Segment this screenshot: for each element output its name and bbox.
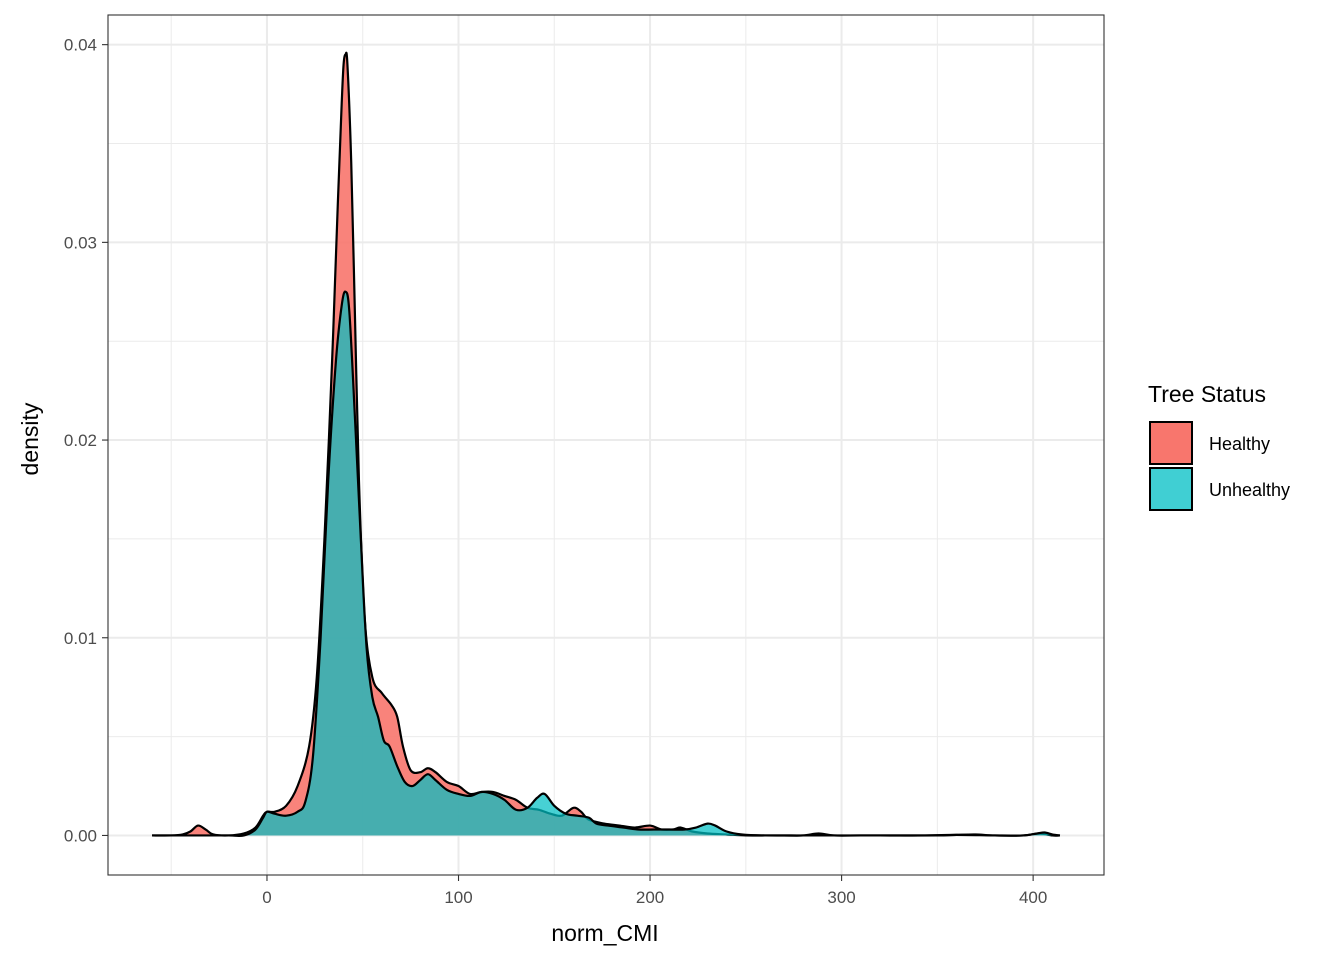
y-tick-labels: 0.00 0.01 0.02 0.03 0.04 [64, 36, 97, 846]
x-tick-label: 400 [1019, 888, 1047, 907]
y-axis-title: density [17, 402, 43, 475]
legend-label-healthy: Healthy [1209, 434, 1270, 454]
legend-item-unhealthy: Unhealthy [1149, 467, 1290, 511]
legend-key-healthy [1149, 421, 1193, 465]
x-tick-label: 200 [636, 888, 664, 907]
axis-ticks [102, 44, 1034, 881]
density-areas [152, 51, 1061, 837]
minor-gridlines [108, 15, 1104, 875]
panel-border [107, 14, 1105, 876]
legend: Tree Status Healthy Unhealthy [1148, 381, 1290, 511]
legend-key-unhealthy [1149, 467, 1193, 511]
x-axis-title: norm_CMI [551, 920, 658, 946]
x-tick-labels: 0 100 200 300 400 [262, 888, 1047, 907]
y-tick-label: 0.01 [64, 629, 97, 648]
legend-label-unhealthy: Unhealthy [1209, 480, 1290, 500]
y-tick-label: 0.02 [64, 431, 97, 450]
legend-item-healthy: Healthy [1149, 421, 1270, 465]
density-line-unhealthy [152, 290, 1061, 837]
density-area-unhealthy [152, 291, 1060, 836]
x-tick-label: 300 [827, 888, 855, 907]
y-tick-label: 0.04 [64, 36, 97, 55]
y-tick-label: 0.00 [64, 826, 97, 845]
legend-title: Tree Status [1148, 381, 1266, 407]
y-tick-label: 0.03 [64, 233, 97, 252]
x-tick-label: 0 [262, 888, 271, 907]
x-tick-label: 100 [444, 888, 472, 907]
